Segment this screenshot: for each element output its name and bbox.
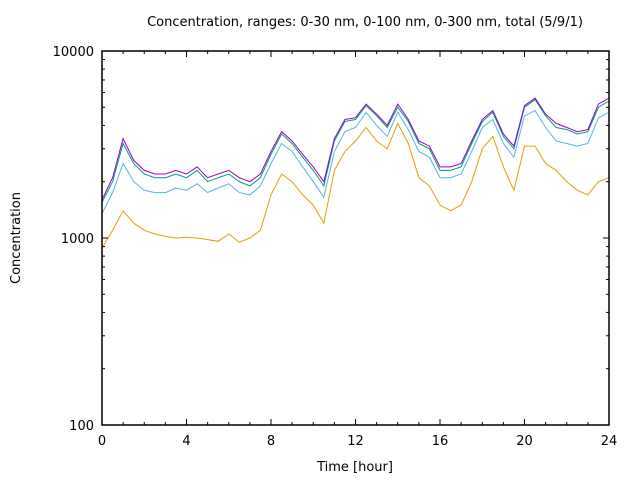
x-tick-label: 24: [601, 434, 618, 449]
x-tick-label: 0: [98, 434, 106, 449]
y-tick-label: 10000: [53, 45, 94, 60]
x-tick-label: 20: [516, 434, 533, 449]
x-axis-label: Time [hour]: [316, 460, 393, 475]
series-line-0-100-nm: [101, 109, 610, 214]
x-tick-label: 12: [347, 434, 364, 449]
x-axis: 0 4 8 12 16 20 24: [98, 51, 617, 449]
x-tick-label: 4: [182, 434, 190, 449]
series-line-total: [101, 97, 610, 201]
series-line-0-300-nm: [101, 98, 610, 203]
series-layer: [101, 97, 610, 249]
y-axis: 100 1000 10000: [53, 45, 609, 434]
series-line-0-30-nm: [101, 122, 610, 249]
chart-title: Concentration, ranges: 0-30 nm, 0-100 nm…: [147, 15, 583, 30]
y-axis-label: Concentration: [9, 192, 24, 284]
y-tick-label: 100: [69, 419, 94, 434]
x-tick-label: 8: [267, 434, 275, 449]
x-tick-label: 16: [432, 434, 449, 449]
y-tick-label: 1000: [61, 232, 94, 247]
